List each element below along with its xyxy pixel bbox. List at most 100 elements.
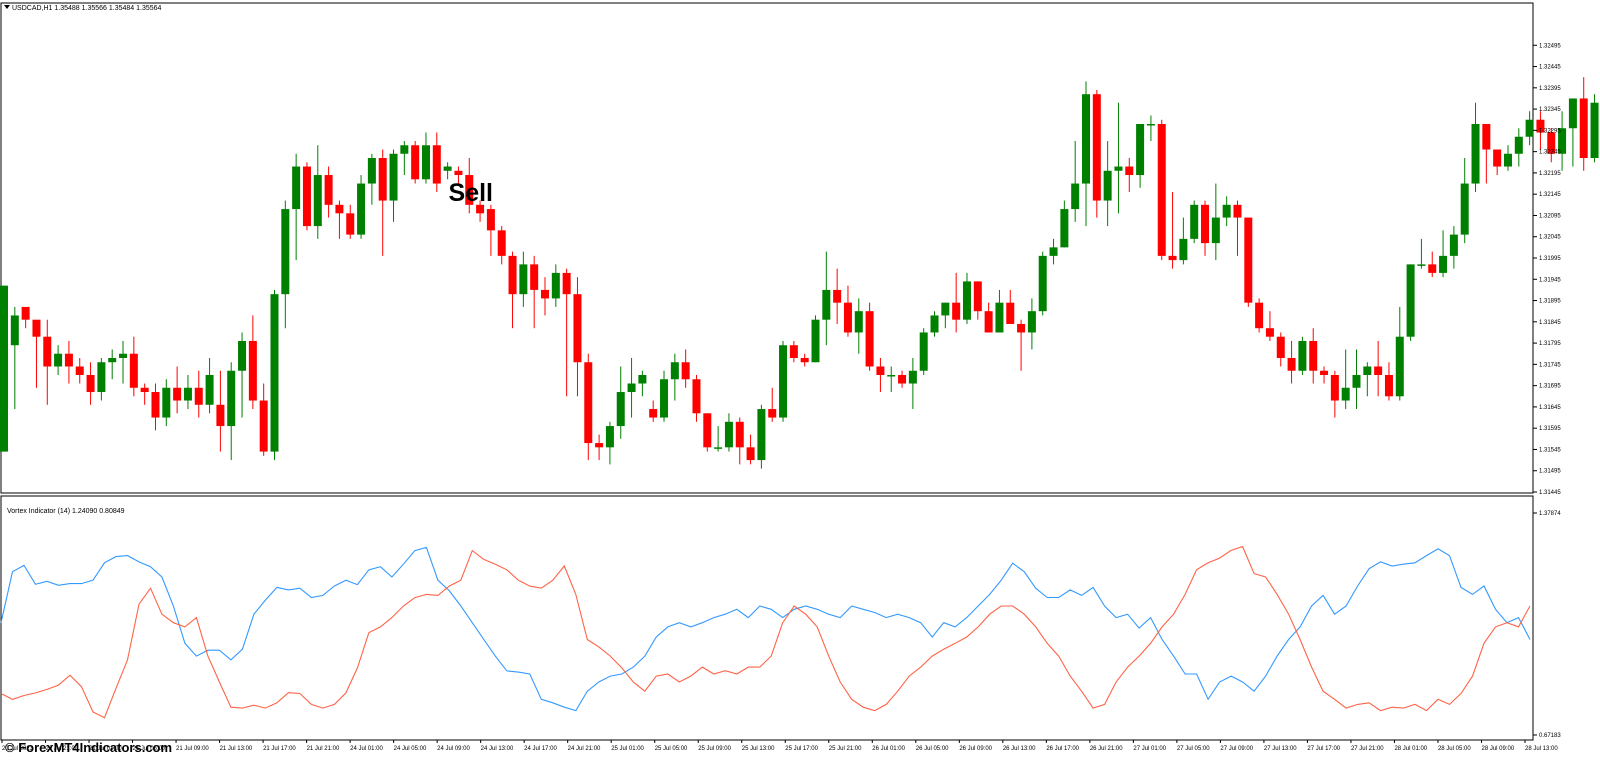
- time-tick-label: 28 Jul 13:00: [1525, 746, 1558, 752]
- candle-body: [605, 426, 614, 448]
- candle-body: [1255, 302, 1264, 329]
- candle-body: [1449, 234, 1458, 256]
- candle-body: [97, 362, 106, 393]
- candle-body: [973, 281, 982, 312]
- price-tick-label: 1.31795: [1539, 341, 1561, 347]
- price-tick-label: 1.31995: [1539, 256, 1561, 262]
- price-tick-label: 1.32395: [1539, 86, 1561, 92]
- candle-body: [259, 400, 268, 452]
- candle-body: [227, 370, 236, 427]
- candle-body: [1092, 94, 1101, 201]
- candle-body: [1265, 328, 1274, 337]
- candle-body: [476, 204, 485, 214]
- candle-body: [1439, 255, 1448, 273]
- dropdown-triangle-icon[interactable]: [4, 5, 10, 9]
- candle-body: [616, 392, 625, 427]
- candle-body: [54, 353, 63, 367]
- candle-body: [952, 302, 961, 320]
- time-tick-label: 26 Jul 17:00: [1046, 746, 1079, 752]
- candle-body: [962, 281, 971, 320]
- candle-body: [248, 340, 257, 401]
- candle-body: [1428, 264, 1437, 273]
- candle-body: [876, 366, 885, 375]
- candle-body: [1514, 136, 1523, 154]
- candle-body: [1168, 255, 1177, 261]
- candle-body: [627, 383, 636, 393]
- time-tick-label: 24 Jul 21:00: [568, 746, 601, 752]
- candle-body: [1157, 123, 1166, 256]
- candle-body: [1309, 340, 1318, 371]
- price-tick-label: 1.32345: [1539, 107, 1561, 113]
- candle-body: [584, 362, 593, 444]
- candle-body: [941, 302, 950, 316]
- candle-body: [205, 375, 214, 405]
- candle-body: [194, 387, 203, 405]
- candle-body: [1460, 183, 1469, 235]
- time-tick-label: 24 Jul 05:00: [394, 746, 427, 752]
- candle-body: [714, 447, 723, 449]
- candle-body: [497, 230, 506, 256]
- candle-body: [454, 170, 463, 176]
- price-tick-label: 1.31745: [1539, 362, 1561, 368]
- time-tick-label: 24 Jul 17:00: [524, 746, 557, 752]
- candle-body: [108, 357, 117, 363]
- time-tick-label: 27 Jul 21:00: [1351, 746, 1384, 752]
- time-tick-label: 27 Jul 01:00: [1133, 746, 1166, 752]
- price-tick-label: 1.32045: [1539, 235, 1561, 241]
- candle-body: [1049, 247, 1058, 256]
- candle-body: [1503, 153, 1512, 167]
- candle-body: [1547, 132, 1556, 154]
- candle-body: [1201, 204, 1210, 244]
- time-tick-label: 25 Jul 13:00: [742, 746, 775, 752]
- candle-body: [703, 413, 712, 448]
- candle-body: [486, 209, 495, 231]
- vortex-line-1: [0, 545, 1531, 719]
- indicator-axis: 1.37874 0.67183: [1533, 511, 1561, 739]
- candle-body: [1363, 366, 1372, 375]
- candle-body: [1374, 366, 1383, 375]
- candle-body: [1417, 264, 1426, 266]
- candle-body: [465, 175, 474, 205]
- candle-body: [660, 379, 669, 418]
- time-tick-label: 21 Jul 13:00: [220, 746, 253, 752]
- price-tick-label: 1.32195: [1539, 171, 1561, 177]
- candle-body: [324, 175, 333, 205]
- chart-frames: [0, 2, 1534, 741]
- time-tick-label: 27 Jul 13:00: [1264, 746, 1297, 752]
- indicator-tick-label: 1.37874: [1539, 511, 1561, 517]
- candle-body: [1341, 387, 1350, 401]
- price-tick-label: 1.32445: [1539, 65, 1561, 71]
- candle-body: [292, 166, 301, 210]
- candle-body: [129, 353, 138, 388]
- time-tick-label: 26 Jul 05:00: [916, 746, 949, 752]
- time-tick-label: 28 Jul 09:00: [1481, 746, 1514, 752]
- candle-body: [908, 370, 917, 384]
- time-tick-label: 26 Jul 13:00: [1003, 746, 1036, 752]
- time-tick-label: 27 Jul 09:00: [1220, 746, 1253, 752]
- time-tick-label: 24 Jul 01:00: [350, 746, 383, 752]
- candle-body: [649, 409, 658, 418]
- candle-body: [75, 366, 84, 375]
- candle-body: [1579, 98, 1588, 159]
- candle-body: [692, 379, 701, 414]
- candle-body: [1352, 375, 1361, 388]
- candle-body: [735, 421, 744, 448]
- price-tick-label: 1.31545: [1539, 447, 1561, 453]
- candle-body: [1006, 302, 1015, 324]
- time-tick-label: 27 Jul 05:00: [1177, 746, 1210, 752]
- candle-body: [746, 447, 755, 461]
- candle-body: [854, 311, 863, 333]
- candle-body: [1384, 375, 1393, 397]
- candle-body: [919, 332, 928, 371]
- candle-body: [1493, 149, 1502, 167]
- candle-body: [1406, 264, 1415, 337]
- watermark: © ForexMT4Indicators.com: [5, 740, 172, 755]
- candle-body: [1125, 166, 1134, 176]
- time-tick-label: 26 Jul 01:00: [872, 746, 905, 752]
- candle-body: [1027, 311, 1036, 333]
- time-tick-label: 21 Jul 21:00: [307, 746, 340, 752]
- candle-body: [183, 387, 192, 401]
- time-tick-label: 24 Jul 09:00: [437, 746, 470, 752]
- candle-body: [1038, 255, 1047, 312]
- candle-body: [313, 175, 322, 227]
